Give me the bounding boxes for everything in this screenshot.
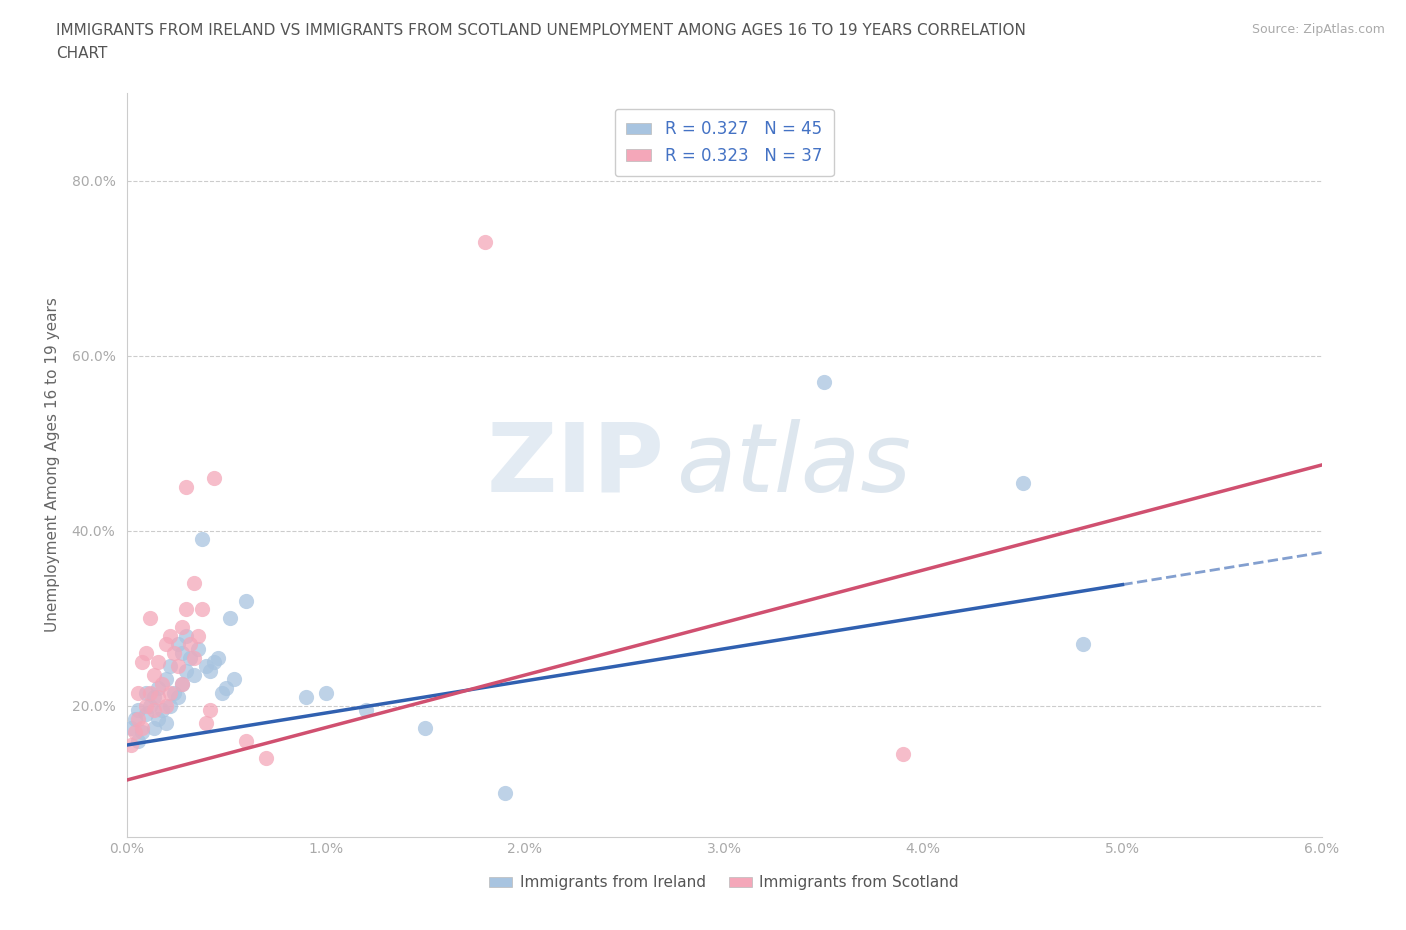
Point: [179, 650, 201, 665]
Text: IMMIGRANTS FROM IRELAND VS IMMIGRANTS FROM SCOTLAND UNEMPLOYMENT AMONG AGES 16 T: IMMIGRANTS FROM IRELAND VS IMMIGRANTS FR…: [56, 23, 1026, 38]
Point: [202, 471, 225, 485]
Text: CHART: CHART: [56, 46, 108, 61]
Point: [163, 685, 186, 700]
Point: [202, 655, 225, 670]
Point: [124, 711, 146, 726]
Point: [179, 637, 201, 652]
Point: [135, 698, 157, 713]
Point: [150, 703, 174, 718]
Point: [148, 711, 170, 726]
Point: [183, 668, 205, 683]
Point: [254, 751, 277, 765]
Point: [294, 689, 316, 704]
Point: [891, 747, 914, 762]
Point: [143, 689, 166, 704]
Point: [159, 685, 181, 700]
Point: [159, 698, 181, 713]
Point: [191, 602, 214, 617]
Point: [187, 629, 209, 644]
Point: [167, 658, 190, 673]
Point: [1071, 637, 1094, 652]
Point: [150, 676, 174, 691]
Point: [413, 720, 436, 735]
Point: [127, 703, 149, 718]
Point: [1011, 475, 1033, 490]
Point: [148, 655, 170, 670]
Point: [167, 689, 190, 704]
Point: [219, 611, 242, 626]
Point: [172, 645, 194, 660]
Point: [120, 737, 142, 752]
Point: [172, 676, 194, 691]
Point: [191, 532, 214, 547]
Point: [813, 375, 835, 390]
Point: [200, 663, 222, 678]
Point: [143, 703, 166, 718]
Point: [139, 611, 162, 626]
Point: [120, 720, 142, 735]
Point: [135, 645, 157, 660]
Point: [127, 685, 149, 700]
Point: [222, 672, 246, 687]
Point: [195, 658, 218, 673]
Point: [235, 733, 257, 748]
Point: [139, 698, 162, 713]
Text: atlas: atlas: [676, 418, 911, 512]
Point: [207, 650, 229, 665]
Text: Source: ZipAtlas.com: Source: ZipAtlas.com: [1251, 23, 1385, 36]
Point: [174, 663, 197, 678]
Point: [215, 681, 238, 696]
Point: [174, 629, 197, 644]
Point: [163, 645, 186, 660]
Point: [235, 593, 257, 608]
Point: [155, 672, 177, 687]
Point: [174, 480, 197, 495]
Text: ZIP: ZIP: [486, 418, 664, 512]
Point: [131, 720, 153, 735]
Point: [131, 724, 153, 739]
Point: [494, 786, 516, 801]
Point: [131, 655, 153, 670]
Point: [143, 668, 166, 683]
Point: [135, 707, 157, 722]
Point: [172, 619, 194, 634]
Point: [143, 720, 166, 735]
Point: [183, 650, 205, 665]
Point: [167, 637, 190, 652]
Point: [127, 733, 149, 748]
Point: [211, 685, 233, 700]
Point: [155, 716, 177, 731]
Point: [155, 698, 177, 713]
Point: [183, 576, 205, 591]
Point: [172, 676, 194, 691]
Point: [200, 703, 222, 718]
Point: [148, 689, 170, 704]
Point: [124, 724, 146, 739]
Point: [195, 716, 218, 731]
Y-axis label: Unemployment Among Ages 16 to 19 years: Unemployment Among Ages 16 to 19 years: [45, 298, 60, 632]
Point: [354, 703, 377, 718]
Point: [127, 711, 149, 726]
Point: [315, 685, 337, 700]
Point: [159, 658, 181, 673]
Point: [474, 234, 496, 249]
Point: [187, 642, 209, 657]
Legend: Immigrants from Ireland, Immigrants from Scotland: Immigrants from Ireland, Immigrants from…: [484, 870, 965, 897]
Point: [174, 602, 197, 617]
Point: [135, 685, 157, 700]
Point: [148, 681, 170, 696]
Point: [139, 685, 162, 700]
Point: [155, 637, 177, 652]
Point: [159, 629, 181, 644]
